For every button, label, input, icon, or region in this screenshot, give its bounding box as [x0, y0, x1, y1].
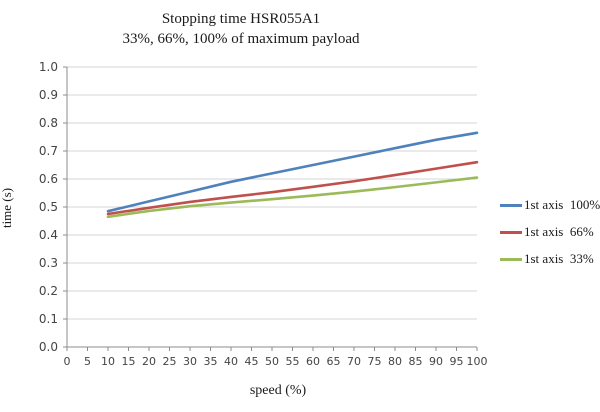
y-tick-label: 0.4	[38, 228, 58, 242]
x-tick-label: 0	[63, 355, 71, 368]
x-tick-label: 10	[101, 355, 115, 368]
legend-label: 1st axis 100%	[524, 197, 600, 212]
y-tick-label: 0.0	[38, 340, 58, 354]
x-tick-label: 45	[244, 355, 259, 368]
x-tick-label: 85	[408, 355, 423, 368]
series-line	[106, 176, 479, 219]
y-tick-label: 1.0	[38, 60, 58, 74]
legend-item: 1st axis 100%	[500, 197, 600, 213]
x-tick-label: 35	[203, 355, 218, 368]
chart-title: Stopping time HSR055A1	[161, 11, 321, 27]
x-tick-label: 95	[449, 355, 464, 368]
chart-subtitle: 33%, 66%, 100% of maximum payload	[122, 31, 360, 47]
y-tick-label: 0.5	[38, 200, 58, 214]
x-tick-label: 100	[466, 355, 488, 368]
series-line	[106, 131, 479, 213]
x-tick-label: 65	[326, 355, 341, 368]
y-tick-label: 0.3	[38, 256, 58, 270]
legend-line-marker	[500, 230, 522, 234]
x-tick-label: 60	[306, 355, 320, 368]
x-tick-label: 5	[84, 355, 91, 368]
y-tick-label: 0.8	[38, 116, 58, 130]
legend-item: 1st axis 33%	[500, 251, 600, 267]
legend-item: 1st axis 66%	[500, 224, 600, 240]
series-line	[106, 160, 479, 216]
x-axis-title: speed (%)	[249, 383, 307, 398]
x-tick-label: 90	[429, 355, 443, 368]
y-tick-label: 0.1	[38, 312, 58, 326]
x-tick-label: 15	[121, 355, 136, 368]
x-tick-label: 80	[388, 355, 402, 368]
x-tick-label: 30	[183, 355, 197, 368]
x-tick-label: 20	[142, 355, 156, 368]
y-tick-label: 0.7	[38, 144, 58, 158]
x-tick-label: 50	[265, 355, 279, 368]
x-tick-label: 70	[347, 355, 361, 368]
legend-label: 1st axis 66%	[524, 224, 594, 239]
x-tick-label: 25	[162, 355, 177, 368]
x-tick-label: 55	[285, 355, 300, 368]
legend-line-marker	[500, 257, 522, 261]
y-tick-label: 0.2	[38, 284, 58, 298]
legend-line-marker	[500, 203, 522, 207]
legend-label: 1st axis 33%	[524, 251, 594, 266]
x-tick-label: 75	[367, 355, 382, 368]
x-tick-label: 40	[224, 355, 238, 368]
y-tick-label: 0.9	[38, 88, 58, 102]
y-tick-label: 0.6	[38, 172, 58, 186]
legend: 1st axis 100% 1st axis 66% 1st axis 33%	[500, 197, 600, 278]
